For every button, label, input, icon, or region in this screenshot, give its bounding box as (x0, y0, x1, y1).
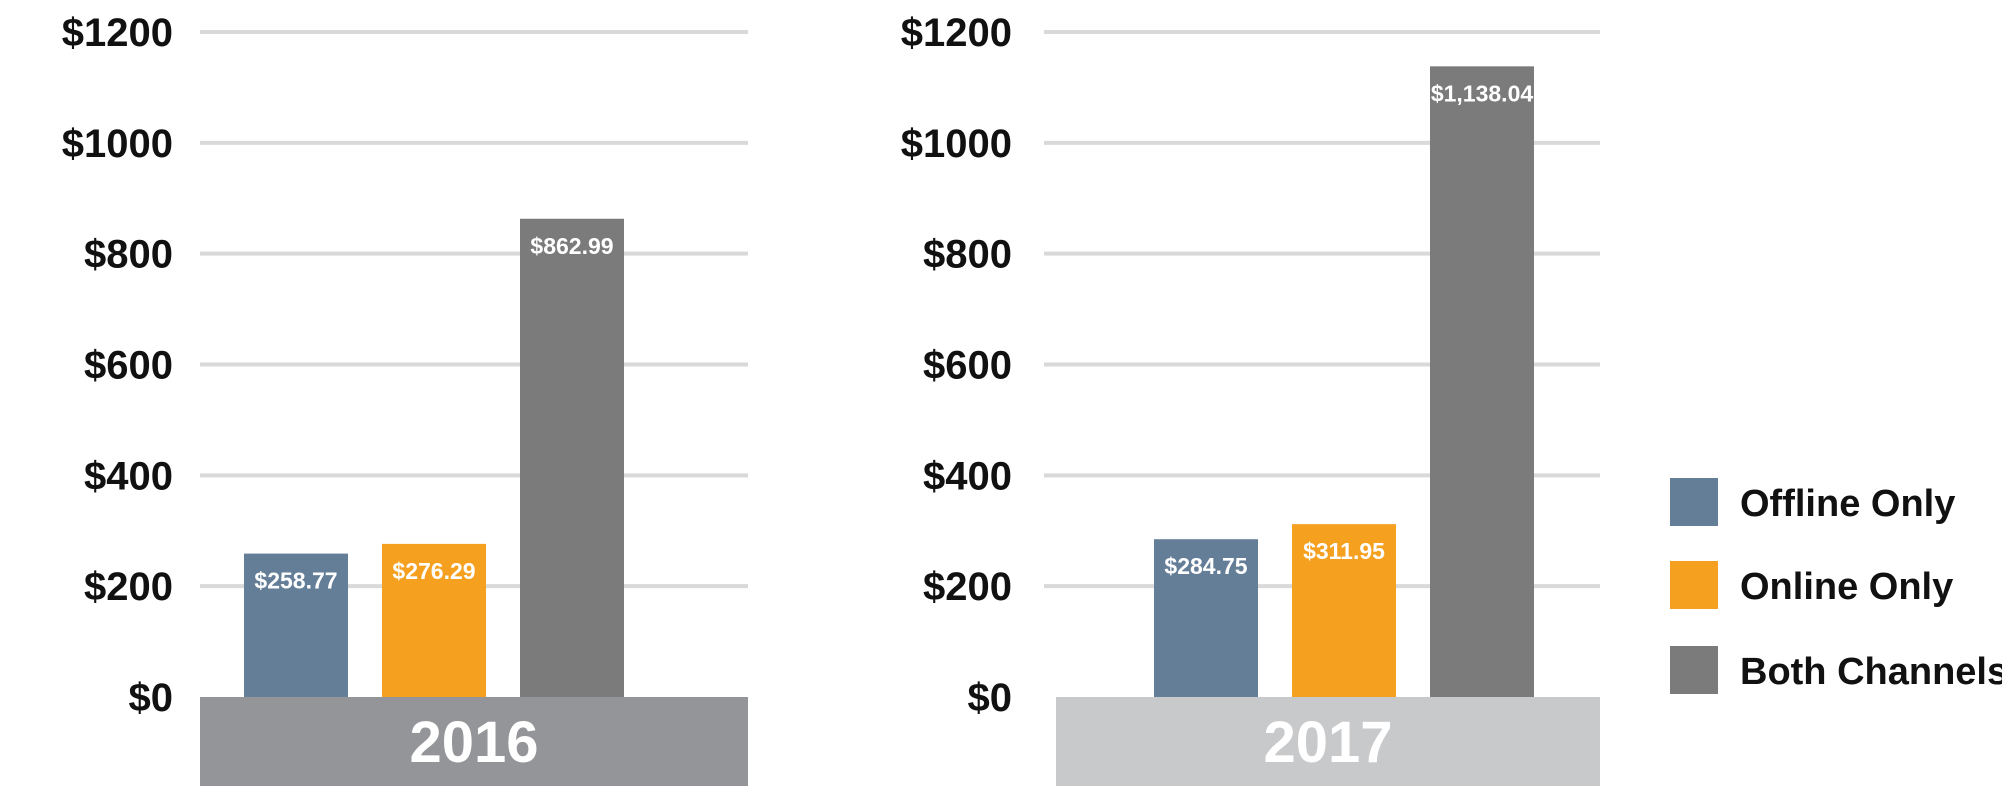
y-tick-label: $0 (129, 676, 174, 720)
legend-swatch (1670, 561, 1718, 609)
bar-both-channels (520, 218, 624, 697)
chart-panel-2017: $0 $200 $400 $600 $800 $1000 $1200 2017 $284.75 $… (901, 11, 1600, 786)
y-tick-label: $200 (923, 565, 1012, 609)
bar-online-only (1292, 524, 1396, 697)
bar-value-label: $311.95 (1303, 538, 1385, 564)
y-tick-label: $800 (923, 233, 1012, 277)
legend-swatch (1670, 478, 1718, 526)
bar-value-label: $1,138.04 (1431, 80, 1534, 106)
legend: Offline Only Online Only Both Channels (1670, 478, 2002, 694)
bar-value-label: $284.75 (1164, 553, 1247, 579)
year-band (1056, 697, 1600, 786)
y-tick-label: $1200 (901, 11, 1012, 55)
y-tick-label: $400 (84, 454, 173, 498)
year-label: 2016 (409, 710, 538, 775)
chart-panel-2016: $0 $200 $400 $600 $800 $1000 $1200 2016 $258.77 $… (62, 11, 748, 786)
y-tick-label: $600 (923, 344, 1012, 388)
bar-value-label: $258.77 (254, 568, 337, 594)
bar-value-label: $276.29 (392, 558, 475, 584)
bar-offline-only (1154, 539, 1258, 697)
bar-offline-only (244, 553, 348, 697)
y-tick-label: $1200 (62, 11, 173, 55)
bar-value-label: $862.99 (530, 233, 613, 259)
year-label: 2017 (1263, 710, 1392, 775)
y-tick-label: $1000 (62, 122, 173, 166)
y-tick-label: $400 (923, 454, 1012, 498)
legend-swatch (1670, 646, 1718, 694)
y-tick-label: $200 (84, 565, 173, 609)
year-band (200, 697, 748, 786)
y-tick-label: $800 (84, 233, 173, 277)
bar-both-channels (1430, 66, 1534, 697)
legend-label: Offline Only (1740, 483, 1955, 525)
bar-online-only (382, 543, 486, 697)
legend-label: Online Only (1740, 566, 1953, 608)
y-tick-label: $1000 (901, 122, 1012, 166)
legend-label: Both Channels (1740, 651, 2002, 693)
y-tick-label: $600 (84, 344, 173, 388)
y-tick-label: $0 (968, 676, 1013, 720)
